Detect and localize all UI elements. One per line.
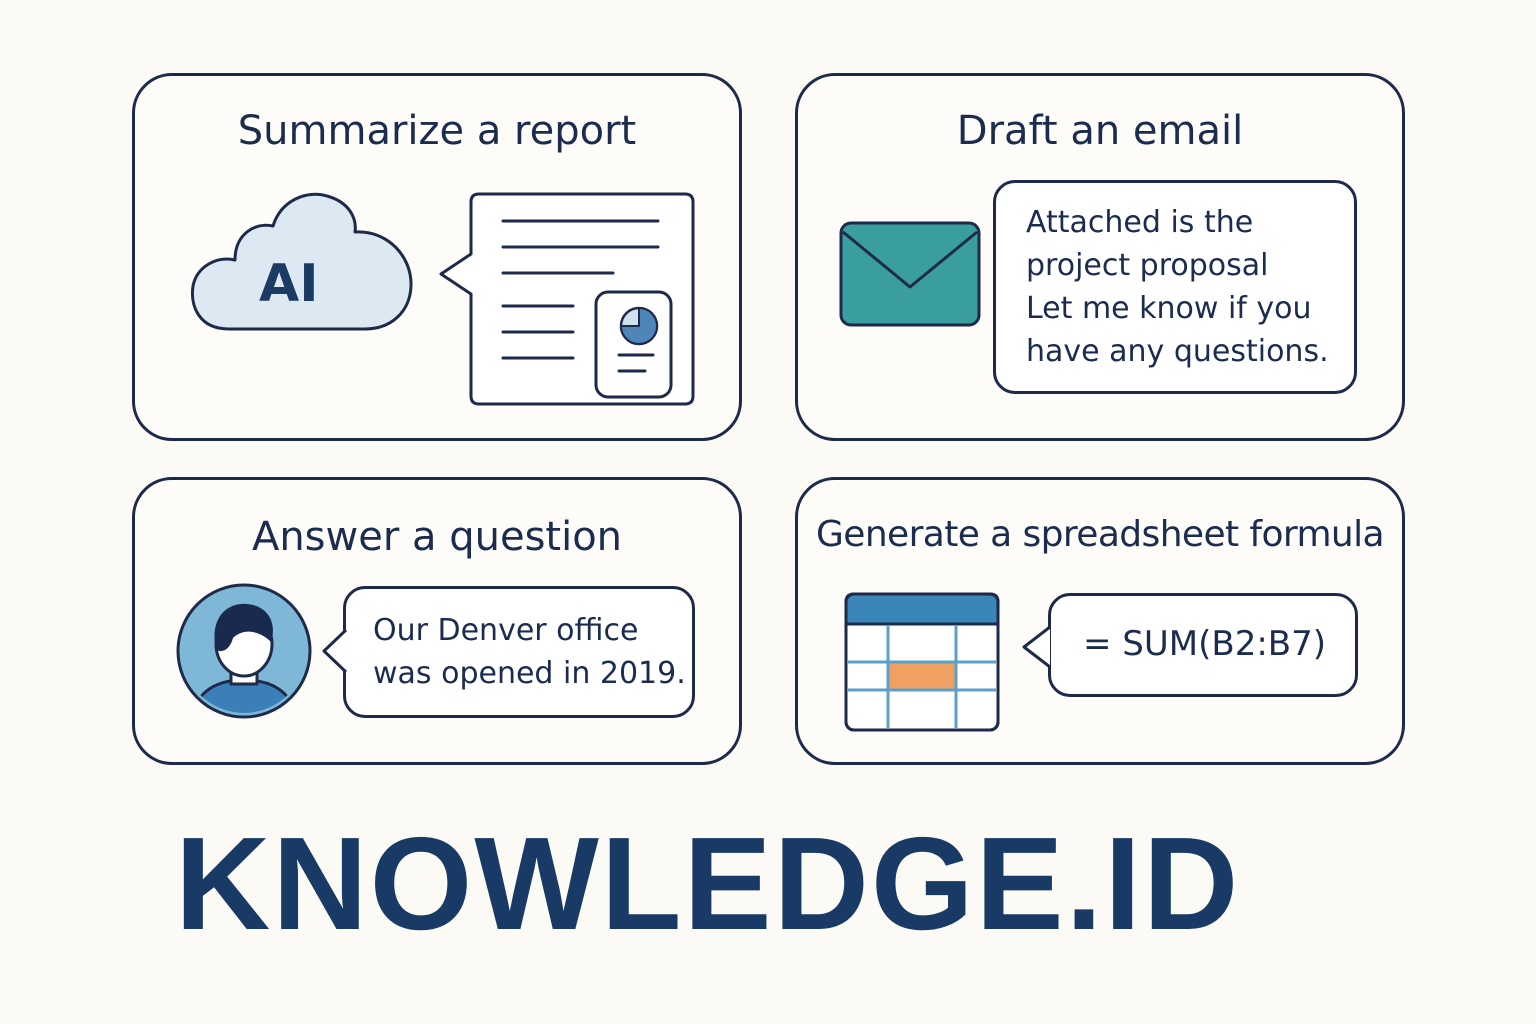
- answer-question-card[interactable]: Answer a question Our Denver office was …: [132, 477, 742, 765]
- card-title: Summarize a report: [237, 108, 637, 154]
- summarize-report-card[interactable]: Summarize a report AI: [132, 73, 742, 441]
- spreadsheet-icon: [844, 592, 1000, 732]
- card-title: Draft an email: [956, 108, 1244, 154]
- answer-bubble: Our Denver office was opened in 2019.: [343, 586, 695, 718]
- answer-line: was opened in 2019.: [373, 656, 686, 691]
- message-line: Attached is the: [1026, 205, 1254, 240]
- formula-bubble: = SUM(B2:B7): [1048, 593, 1358, 697]
- envelope-icon: [839, 221, 981, 327]
- bubble-tail: [1022, 625, 1051, 669]
- bubble-tail: [322, 628, 348, 674]
- message-line: Let me know if you: [1026, 291, 1312, 326]
- message-line: have any questions.: [1026, 334, 1329, 369]
- user-avatar-icon: [176, 583, 312, 719]
- brand-logo-text: KNOWLEDGE.ID: [175, 810, 1241, 957]
- email-message-bubble: Attached is the project proposal Let me …: [993, 180, 1357, 394]
- card-title: Generate a spreadsheet formula: [815, 514, 1385, 555]
- card-title: Answer a question: [251, 514, 623, 560]
- pie-chart-icon: [619, 306, 659, 346]
- message-line: project proposal: [1026, 248, 1269, 283]
- cloud-icon: [190, 192, 413, 331]
- answer-line: Our Denver office: [373, 613, 639, 648]
- ai-label: AI: [259, 254, 319, 314]
- report-document-icon: [439, 192, 695, 406]
- spreadsheet-formula-card[interactable]: Generate a spreadsheet formula = SUM(B2:…: [795, 477, 1405, 765]
- draft-email-card[interactable]: Draft an email Attached is the project p…: [795, 73, 1405, 441]
- formula-text: = SUM(B2:B7): [1083, 624, 1326, 664]
